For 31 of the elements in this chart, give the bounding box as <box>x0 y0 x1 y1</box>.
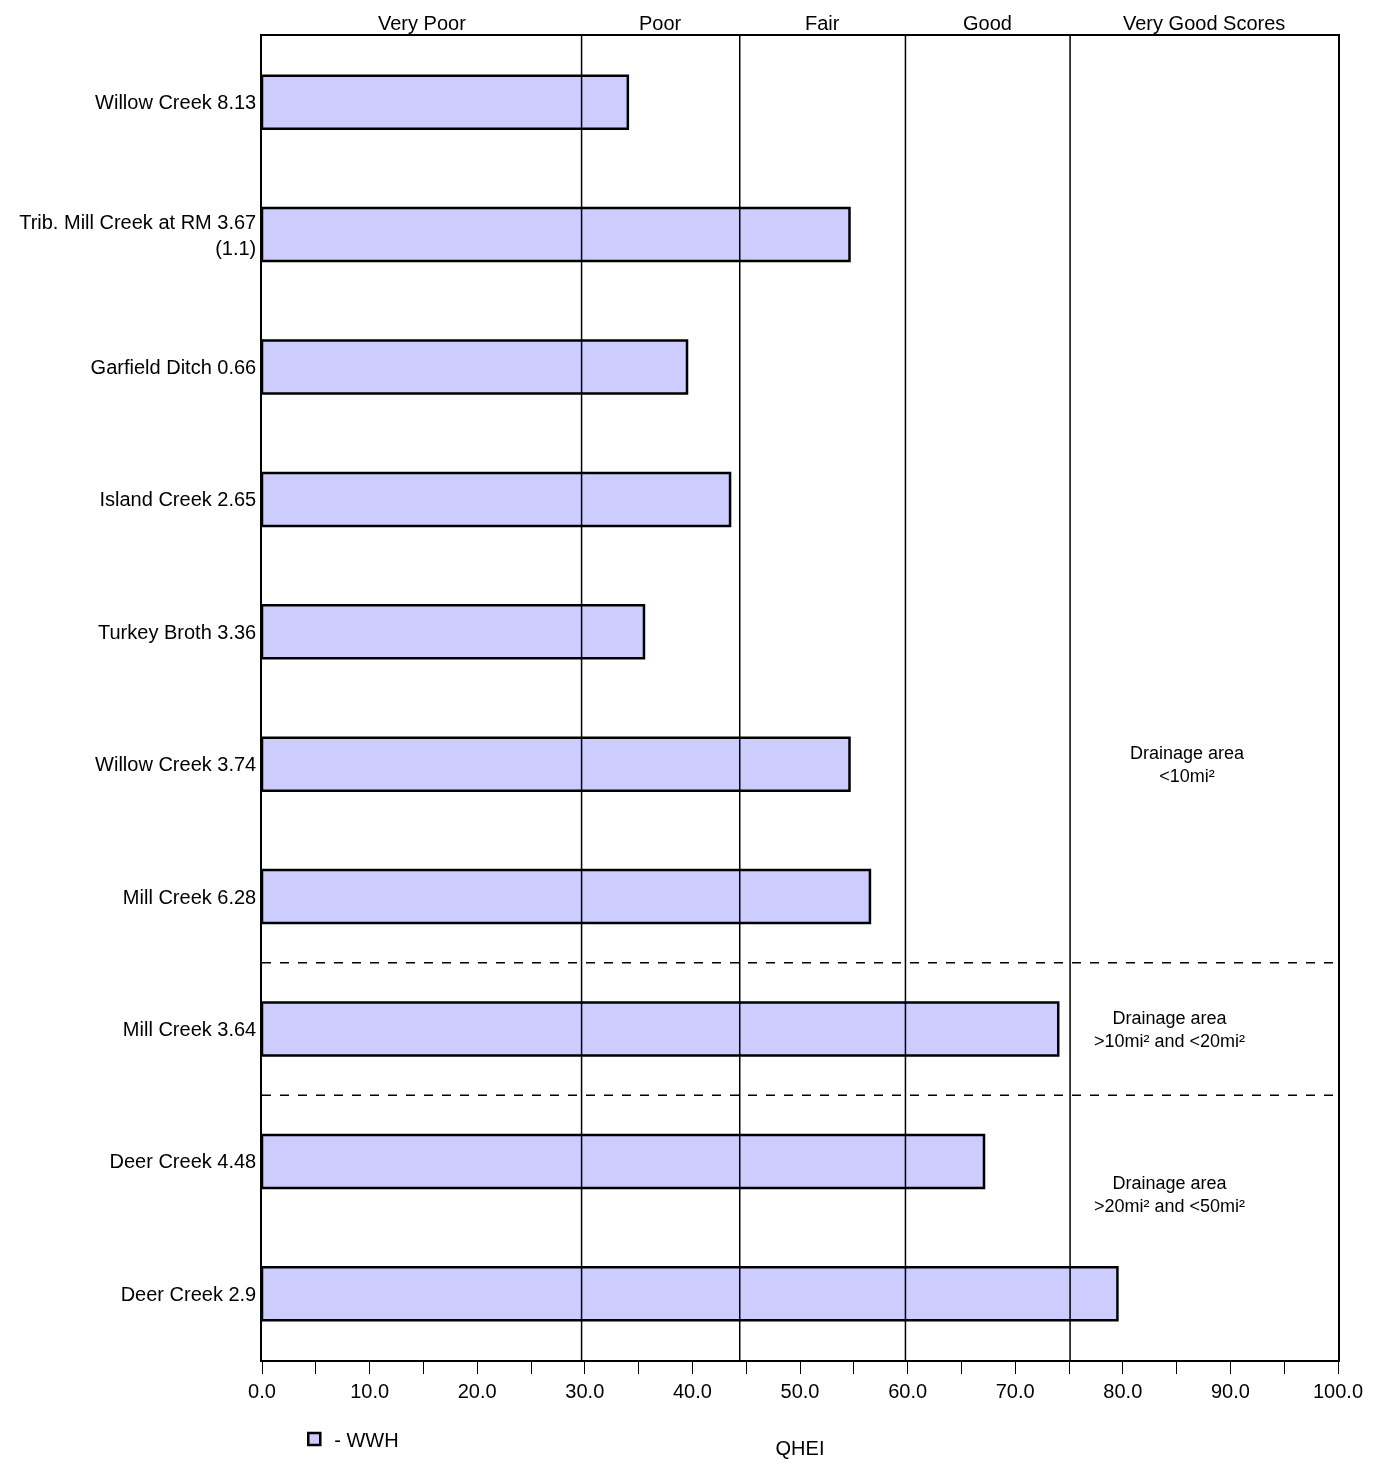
y-tick-label: Island Creek 2.65 <box>99 488 257 511</box>
annotation: Drainage area <10mi² <box>1130 743 1246 787</box>
legend-label: - WWH <box>334 1428 399 1451</box>
x-tick-label: 0.0 <box>248 1379 276 1402</box>
annotation: Drainage area >10mi² and <20mi² <box>1094 1008 1246 1052</box>
x-tick-label: 40.0 <box>672 1379 712 1402</box>
text: Very Poor <box>378 12 467 34</box>
y-tick-label: Trib. Mill Creek at RM 3.67 (1.1) <box>19 210 257 259</box>
text: Very Good Scores <box>1123 12 1286 34</box>
x-tick-label: 30.0 <box>565 1379 605 1402</box>
y-tick-label: Willow Creek 8.13 <box>95 91 257 114</box>
x-tick-label: 10.0 <box>350 1379 390 1402</box>
y-tick-label: Mill Creek 3.64 <box>122 1018 257 1040</box>
y-tick-label: Turkey Broth 3.36 <box>98 620 257 643</box>
x-tick-label: 50.0 <box>780 1379 820 1402</box>
y-tick-label: Deer Creek 2.9 <box>120 1282 257 1305</box>
x-axis-title: QHEI <box>775 1436 825 1459</box>
x-tick-label: 80.0 <box>1103 1379 1143 1402</box>
x-tick-label: 60.0 <box>888 1379 928 1402</box>
y-tick-label: Mill Creek 6.28 <box>122 885 257 908</box>
text: Poor <box>639 12 682 34</box>
x-tick-label: 20.0 <box>457 1379 497 1402</box>
x-tick-label: 100.0 <box>1312 1379 1364 1402</box>
y-tick-label: Deer Creek 4.48 <box>109 1150 257 1173</box>
x-tick-label: 70.0 <box>995 1379 1035 1402</box>
text: Fair <box>805 12 840 34</box>
y-tick-label: Garfield Ditch 0.66 <box>90 356 257 378</box>
annotation: Drainage area >20mi² and <50mi² <box>1094 1173 1246 1217</box>
y-tick-label: Willow Creek 3.74 <box>95 753 257 776</box>
x-tick-label: 90.0 <box>1210 1379 1250 1402</box>
text: Good <box>963 12 1012 34</box>
